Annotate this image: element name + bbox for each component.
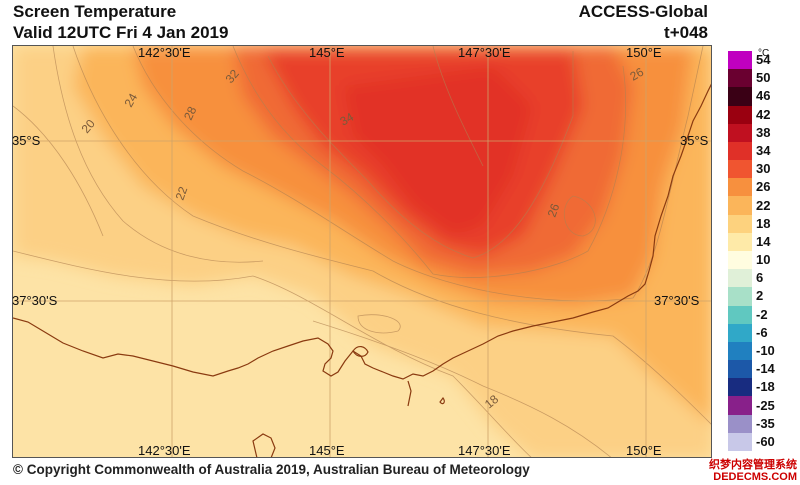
legend-swatch bbox=[728, 323, 752, 343]
graticule bbox=[13, 46, 711, 457]
temperature-fill bbox=[13, 46, 711, 457]
legend-swatch bbox=[728, 141, 752, 161]
legend-swatch bbox=[728, 396, 752, 416]
legend-label: 14 bbox=[756, 233, 771, 249]
legend-swatch bbox=[728, 87, 752, 107]
legend-label: 50 bbox=[756, 70, 771, 86]
legend-swatch bbox=[728, 123, 752, 143]
isotherm-lines bbox=[13, 46, 711, 457]
legend-swatch bbox=[728, 214, 752, 234]
copyright-footer: © Copyright Commonwealth of Australia 20… bbox=[13, 462, 530, 477]
legend-label: 10 bbox=[756, 252, 771, 268]
legend-label: 54 bbox=[756, 52, 771, 68]
legend-swatch bbox=[728, 414, 752, 434]
legend-swatch bbox=[728, 432, 752, 452]
legend-label: -2 bbox=[756, 306, 768, 322]
legend-label: -35 bbox=[756, 415, 775, 431]
contour-label: 24 bbox=[121, 91, 140, 110]
legend-swatch bbox=[728, 196, 752, 216]
legend-swatch bbox=[728, 305, 752, 325]
contour-label: 22 bbox=[173, 184, 191, 202]
lon-label-bottom-3: 147°30'E bbox=[458, 443, 511, 458]
watermark: 织梦内容管理系统 DEDECMS.COM bbox=[709, 459, 797, 483]
coastline bbox=[13, 83, 711, 457]
color-legend: 54 50 46 42 38 34 30 26 22 18 14 10 6 2 -2 -6 -10 -14 -18 -… bbox=[728, 51, 798, 452]
legend-label: -6 bbox=[756, 324, 768, 340]
lon-label-bottom-1: 142°30'E bbox=[138, 443, 191, 458]
lon-label-bottom-2: 145°E bbox=[309, 443, 345, 458]
legend-unit: °C bbox=[758, 48, 770, 59]
legend-swatch bbox=[728, 360, 752, 379]
legend-label: 18 bbox=[756, 215, 771, 231]
lat-label-left-2: 37°30'S bbox=[12, 293, 58, 308]
watermark-line-2: DEDECMS.COM bbox=[713, 471, 797, 483]
legend-swatch bbox=[728, 178, 752, 197]
legend-swatch bbox=[728, 51, 752, 70]
legend-label: -60 bbox=[756, 433, 775, 449]
legend-swatch bbox=[728, 287, 752, 307]
legend-label: 46 bbox=[756, 88, 771, 104]
legend-label: 38 bbox=[756, 124, 771, 140]
contour-label: 26 bbox=[628, 65, 647, 84]
temperature-map: 32 24 28 20 22 34 26 26 18 bbox=[12, 45, 712, 458]
legend-swatch bbox=[728, 269, 752, 288]
legend-label: -10 bbox=[756, 343, 775, 358]
lon-label-bottom-4: 150°E bbox=[626, 443, 662, 458]
legend-swatch bbox=[728, 160, 752, 179]
lat-label-right-2: 37°30'S bbox=[654, 293, 700, 308]
forecast-lead: t+048 bbox=[664, 23, 708, 42]
legend-label: 2 bbox=[756, 288, 764, 304]
map-canvas: 32 24 28 20 22 34 26 26 18 bbox=[13, 46, 711, 457]
legend-label: -18 bbox=[756, 379, 775, 395]
lon-label-top-4: 150°E bbox=[626, 45, 662, 60]
legend-label: 34 bbox=[756, 143, 771, 158]
contour-label: 26 bbox=[545, 201, 563, 219]
lat-label-left-1: 35°S bbox=[12, 133, 41, 148]
legend-label: 42 bbox=[756, 106, 771, 122]
legend-label: 30 bbox=[756, 161, 771, 177]
lon-label-top-1: 142°30'E bbox=[138, 45, 191, 60]
legend-swatch bbox=[728, 105, 752, 125]
legend-label: -14 bbox=[756, 361, 775, 377]
map-title: Screen Temperature bbox=[13, 2, 177, 21]
contour-label: 28 bbox=[181, 104, 199, 122]
model-name: ACCESS-Global bbox=[578, 2, 708, 21]
lon-label-top-2: 145°E bbox=[309, 45, 345, 60]
legend-label: 22 bbox=[756, 197, 771, 213]
legend-label: 26 bbox=[756, 179, 771, 195]
legend-swatch bbox=[728, 69, 752, 88]
contour-label: 34 bbox=[338, 110, 357, 129]
legend-label: 6 bbox=[756, 270, 764, 286]
legend-swatch bbox=[728, 251, 752, 270]
lat-label-right-1: 35°S bbox=[680, 133, 709, 148]
legend-swatch bbox=[728, 378, 752, 397]
lon-label-top-3: 147°30'E bbox=[458, 45, 511, 60]
watermark-line-1: 织梦内容管理系统 bbox=[709, 459, 797, 471]
legend-swatch bbox=[728, 232, 752, 252]
valid-time: Valid 12UTC Fri 4 Jan 2019 bbox=[13, 23, 229, 42]
legend-label: -25 bbox=[756, 397, 775, 413]
legend-swatch bbox=[728, 341, 752, 361]
